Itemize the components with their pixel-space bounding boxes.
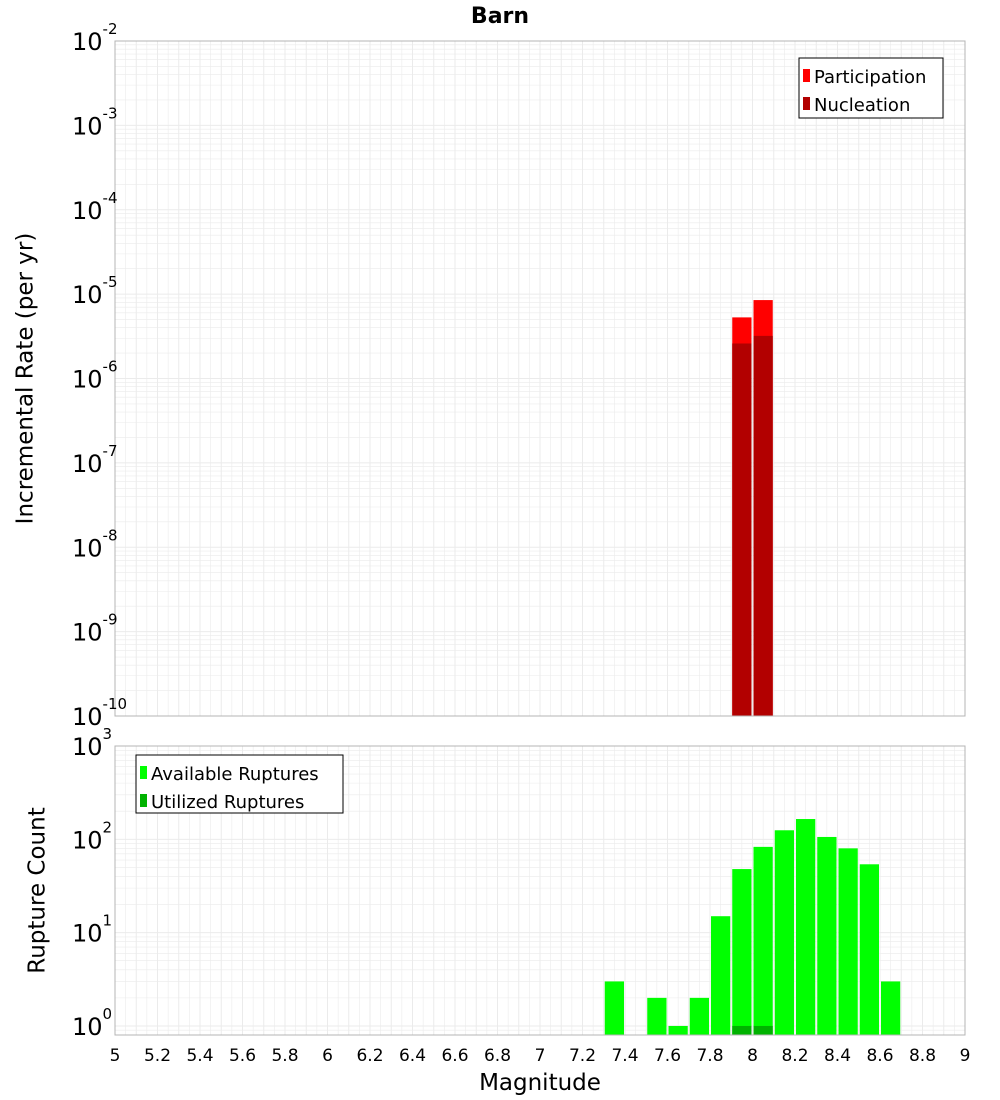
legend-box	[135, 754, 344, 814]
x-tick-label: 7	[535, 1046, 546, 1066]
x-tick-label: 6	[322, 1046, 333, 1066]
x-tick-label: 5.2	[144, 1046, 171, 1066]
x-tick-label: 8.8	[909, 1046, 936, 1066]
x-axis-label: Magnitude	[479, 1070, 601, 1096]
available-ruptures-bar	[796, 819, 816, 1035]
x-tick-label: 8.4	[824, 1046, 851, 1066]
count-y-ticks: 100 101 102 103	[72, 725, 112, 1041]
rate-grid	[114, 41, 966, 717]
available-ruptures-bar	[732, 869, 752, 1035]
x-tick-label: 8.6	[866, 1046, 893, 1066]
rate-y-axis-label: Incremental Rate (per yr)	[13, 233, 39, 525]
available-ruptures-bar	[817, 836, 837, 1035]
rate-y-tick-label: 10-5	[72, 273, 118, 309]
legend-box	[798, 57, 944, 119]
available-ruptures-bar	[711, 916, 731, 1035]
count-y-axis-label: Rupture Count	[25, 807, 51, 973]
available-ruptures-bar	[838, 848, 858, 1035]
available-ruptures-bar	[881, 981, 901, 1035]
x-tick-label: 6.2	[356, 1046, 383, 1066]
x-ticks: 5 5.2 5.4 5.6 5.8 6 6.2 6.4 6.6 6.8 7 7.2 7.4 7.6 7.8 8…	[110, 1046, 971, 1066]
rate-bars	[732, 300, 773, 716]
available-ruptures-bar	[689, 997, 709, 1035]
x-tick-label: 6.8	[484, 1046, 511, 1066]
utilized-ruptures-bar	[732, 1025, 752, 1035]
rate-panel: 10-10 10-9 10-8 10-7 10-6 10-5 10-4 10-3 10-2 In…	[13, 20, 966, 731]
x-tick-label: 7.2	[569, 1046, 596, 1066]
available-ruptures-bar	[604, 981, 624, 1035]
legend-label: Utilized Ruptures	[151, 792, 304, 813]
chart-title: Barn	[471, 4, 529, 29]
nucleation-bar	[753, 335, 773, 716]
x-tick-label: 5.4	[186, 1046, 213, 1066]
count-y-tick-label: 100	[72, 1005, 112, 1041]
available-ruptures-bar	[774, 830, 794, 1035]
count-legend: Available Ruptures Utilized Ruptures	[135, 754, 344, 814]
x-tick-label: 5.8	[271, 1046, 298, 1066]
x-tick-label: 7.6	[654, 1046, 681, 1066]
rate-y-tick-label: 10-10	[72, 695, 127, 731]
available-ruptures-bar	[859, 864, 879, 1035]
count-y-tick-label: 103	[72, 725, 112, 761]
x-tick-label: 5.6	[229, 1046, 256, 1066]
x-tick-label: 6.4	[399, 1046, 426, 1066]
legend-label: Participation	[814, 67, 926, 88]
count-plot-frame	[114, 745, 966, 1036]
rate-y-tick-label: 10-8	[72, 526, 118, 562]
rate-y-tick-label: 10-4	[72, 189, 118, 225]
rate-y-tick-label: 10-2	[72, 20, 118, 56]
utilized-ruptures-bar	[753, 1025, 773, 1035]
available-ruptures-bar	[753, 846, 773, 1035]
rate-y-tick-label: 10-3	[72, 104, 118, 140]
legend-label: Available Ruptures	[151, 764, 319, 785]
legend-swatch	[803, 97, 810, 110]
x-tick-label: 7.8	[696, 1046, 723, 1066]
count-y-tick-label: 101	[72, 912, 112, 948]
count-panel: 100 101 102 103 5 5.2 5.4 5.6 5.8 6 6.2 6.4 6.6 6.8 7…	[25, 725, 971, 1096]
count-y-tick-label: 102	[72, 818, 112, 854]
rate-y-tick-label: 10-6	[72, 358, 118, 394]
x-tick-label: 5	[110, 1046, 121, 1066]
rate-y-ticks: 10-10 10-9 10-8 10-7 10-6 10-5 10-4 10-3 10-2	[72, 20, 127, 731]
x-tick-label: 7.4	[611, 1046, 638, 1066]
available-ruptures-bar	[647, 997, 667, 1035]
legend-swatch	[140, 794, 147, 807]
legend-swatch	[803, 69, 810, 82]
rate-plot-frame	[114, 40, 966, 717]
nucleation-bar	[732, 343, 752, 716]
count-bars	[604, 819, 901, 1035]
x-tick-label: 8	[747, 1046, 758, 1066]
available-ruptures-bar	[668, 1025, 688, 1035]
rate-y-tick-label: 10-9	[72, 611, 118, 647]
rate-legend: Participation Nucleation	[798, 57, 944, 119]
legend-swatch	[140, 766, 147, 779]
legend-label: Nucleation	[814, 95, 910, 116]
x-tick-label: 9	[960, 1046, 971, 1066]
rate-y-tick-label: 10-7	[72, 442, 118, 478]
x-tick-label: 6.6	[441, 1046, 468, 1066]
x-tick-label: 8.2	[781, 1046, 808, 1066]
